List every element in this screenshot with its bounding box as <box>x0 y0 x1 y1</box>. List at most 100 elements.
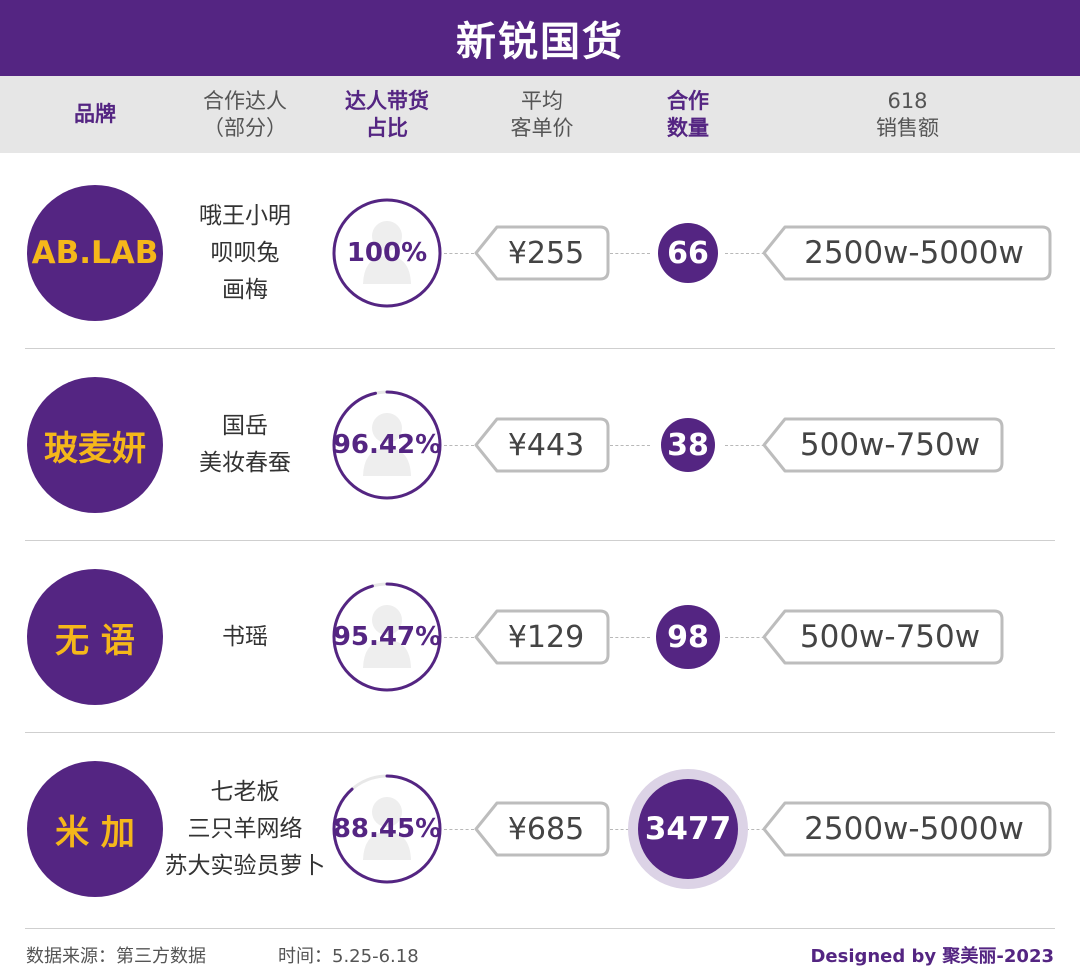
avg-price-value: ¥443 <box>507 427 585 463</box>
influencer-list: 七老板三只羊网络苏大实验员萝卜 <box>150 774 340 885</box>
sales-tag: 500w-750w <box>762 609 1004 665</box>
sales-tag: 2500w-5000w <box>762 225 1052 281</box>
sales-tag: 2500w-5000w <box>762 801 1052 857</box>
influencer-name: 书瑶 <box>222 623 268 650</box>
share-ring-arc <box>332 390 442 500</box>
sales-tag-shape <box>762 801 1052 857</box>
brand-circle: 无 语 <box>27 569 163 705</box>
share-ring: 95.47% <box>330 580 444 694</box>
avg-price-value: ¥255 <box>507 235 585 271</box>
quantity-bubble: 66 <box>658 223 718 283</box>
avg-price-tag: ¥443 <box>474 417 610 473</box>
connector-line <box>444 637 474 638</box>
designer-credit: Designed by 聚美丽-2023 <box>810 946 1054 967</box>
brand-name: 米 加 <box>55 812 135 853</box>
avg-price-tag: ¥129 <box>474 609 610 665</box>
connector-line <box>725 637 770 638</box>
quantity-value: 66 <box>667 235 709 271</box>
connector-line <box>725 445 770 446</box>
share-ring-chart <box>332 390 442 500</box>
influencer-name: 国岳 <box>222 413 268 439</box>
quantity-value: 98 <box>667 619 709 655</box>
header-quantity: 合作 数量 <box>667 88 709 140</box>
connector-line <box>444 829 474 830</box>
table-header: 品牌 合作达人 （部分） 达人带货 占比 平均 客单价 合作 数量 618 销售… <box>0 76 1080 153</box>
connector-line <box>610 445 650 446</box>
share-ring: 96.42% <box>330 388 444 502</box>
share-value: 95.47% <box>332 622 442 652</box>
quantity-bubble: 98 <box>656 605 720 669</box>
connector-line <box>444 445 474 446</box>
avg-price-tag: ¥255 <box>474 225 610 281</box>
price-tag-shape <box>474 225 610 281</box>
influencer-list: 哦王小明 呗呗兔 画梅 <box>150 198 340 309</box>
share-ring-arc <box>332 198 442 308</box>
connector-line <box>444 253 474 254</box>
influencer-list: 书瑶 <box>150 619 340 656</box>
avg-price-value: ¥685 <box>507 811 585 847</box>
sales-tag: 500w-750w <box>762 417 1004 473</box>
influencer-name: 苏大实验员萝卜 <box>164 852 326 879</box>
brand-circle: AB.LAB <box>27 185 163 321</box>
share-ring-chart <box>332 198 442 308</box>
brand-circle: 米 加 <box>27 761 163 897</box>
connector-line <box>610 253 650 254</box>
title-bar: 新锐国货 <box>0 0 1080 76</box>
influencer-name: 哦王小明 <box>199 202 291 229</box>
share-ring-arc <box>332 774 442 884</box>
share-value: 100% <box>346 238 428 268</box>
brand-name: AB.LAB <box>31 235 159 271</box>
brand-name: 无 语 <box>55 620 135 661</box>
row-divider <box>25 540 1055 541</box>
share-ring-chart <box>332 774 442 884</box>
header-influencers: 合作达人 （部分） <box>203 88 287 140</box>
person-silhouette-icon <box>363 221 411 284</box>
header-avg-price: 平均 客单价 <box>510 88 574 140</box>
time-range: 时间：5.25-6.18 <box>278 946 419 967</box>
sales-tag-shape <box>762 225 1052 281</box>
person-silhouette-icon <box>363 413 411 476</box>
header-sales: 618 销售额 <box>876 88 939 140</box>
sales-value: 500w-750w <box>799 619 981 655</box>
influencer-name: 七老板 <box>210 778 280 805</box>
table-row: 玻麦妍 国岳 美妆春蚕 96.42% ¥443 38 500w-750w <box>0 349 1080 541</box>
data-source: 数据来源：第三方数据 <box>26 946 206 967</box>
table-row: AB.LAB 哦王小明 呗呗兔 画梅 100% ¥255 66 2500w-5000w <box>0 157 1080 349</box>
page-title: 新锐国货 <box>456 19 624 65</box>
brand-circle: 玻麦妍 <box>27 377 163 513</box>
price-tag-shape <box>474 417 610 473</box>
sales-tag-shape <box>762 417 1004 473</box>
connector-line <box>725 253 770 254</box>
share-ring-arc <box>332 582 442 692</box>
sales-value: 2500w-5000w <box>804 235 1024 271</box>
quantity-value: 3477 <box>644 811 732 847</box>
table-row: 无 语 书瑶 95.47% ¥129 98 500w-750w <box>0 541 1080 733</box>
share-ring-chart <box>332 582 442 692</box>
avg-price-tag: ¥685 <box>474 801 610 857</box>
quantity-bubble: 3477 <box>638 779 738 879</box>
sales-value: 500w-750w <box>799 427 981 463</box>
table-row: 米 加七老板 三只羊网络 苏大实验员萝卜 88.45% ¥685 3477 2500w-50… <box>0 733 1080 925</box>
header-brand: 品牌 <box>74 102 116 126</box>
share-ring: 100% <box>330 196 444 310</box>
quantity-value: 38 <box>667 427 709 463</box>
influencer-list: 国岳 美妆春蚕 <box>150 408 340 482</box>
influencer-name: 呗呗兔 <box>210 239 280 266</box>
row-divider <box>25 348 1055 349</box>
influencer-name: 画梅 <box>222 276 268 303</box>
header-share: 达人带货 占比 <box>345 88 429 140</box>
sales-value: 2500w-5000w <box>804 811 1024 847</box>
footer-divider <box>25 928 1055 929</box>
share-value: 88.45% <box>332 814 442 844</box>
price-tag-shape <box>474 801 610 857</box>
person-silhouette-icon <box>363 797 411 860</box>
connector-line <box>610 637 650 638</box>
brand-name: 玻麦妍 <box>44 428 146 469</box>
price-tag-shape <box>474 609 610 665</box>
share-value: 96.42% <box>332 430 442 460</box>
influencer-name: 美妆春蚕 <box>199 450 291 476</box>
row-divider <box>25 732 1055 733</box>
avg-price-value: ¥129 <box>507 619 585 655</box>
quantity-bubble: 38 <box>661 418 715 472</box>
influencer-name: 三只羊网络 <box>187 815 303 842</box>
